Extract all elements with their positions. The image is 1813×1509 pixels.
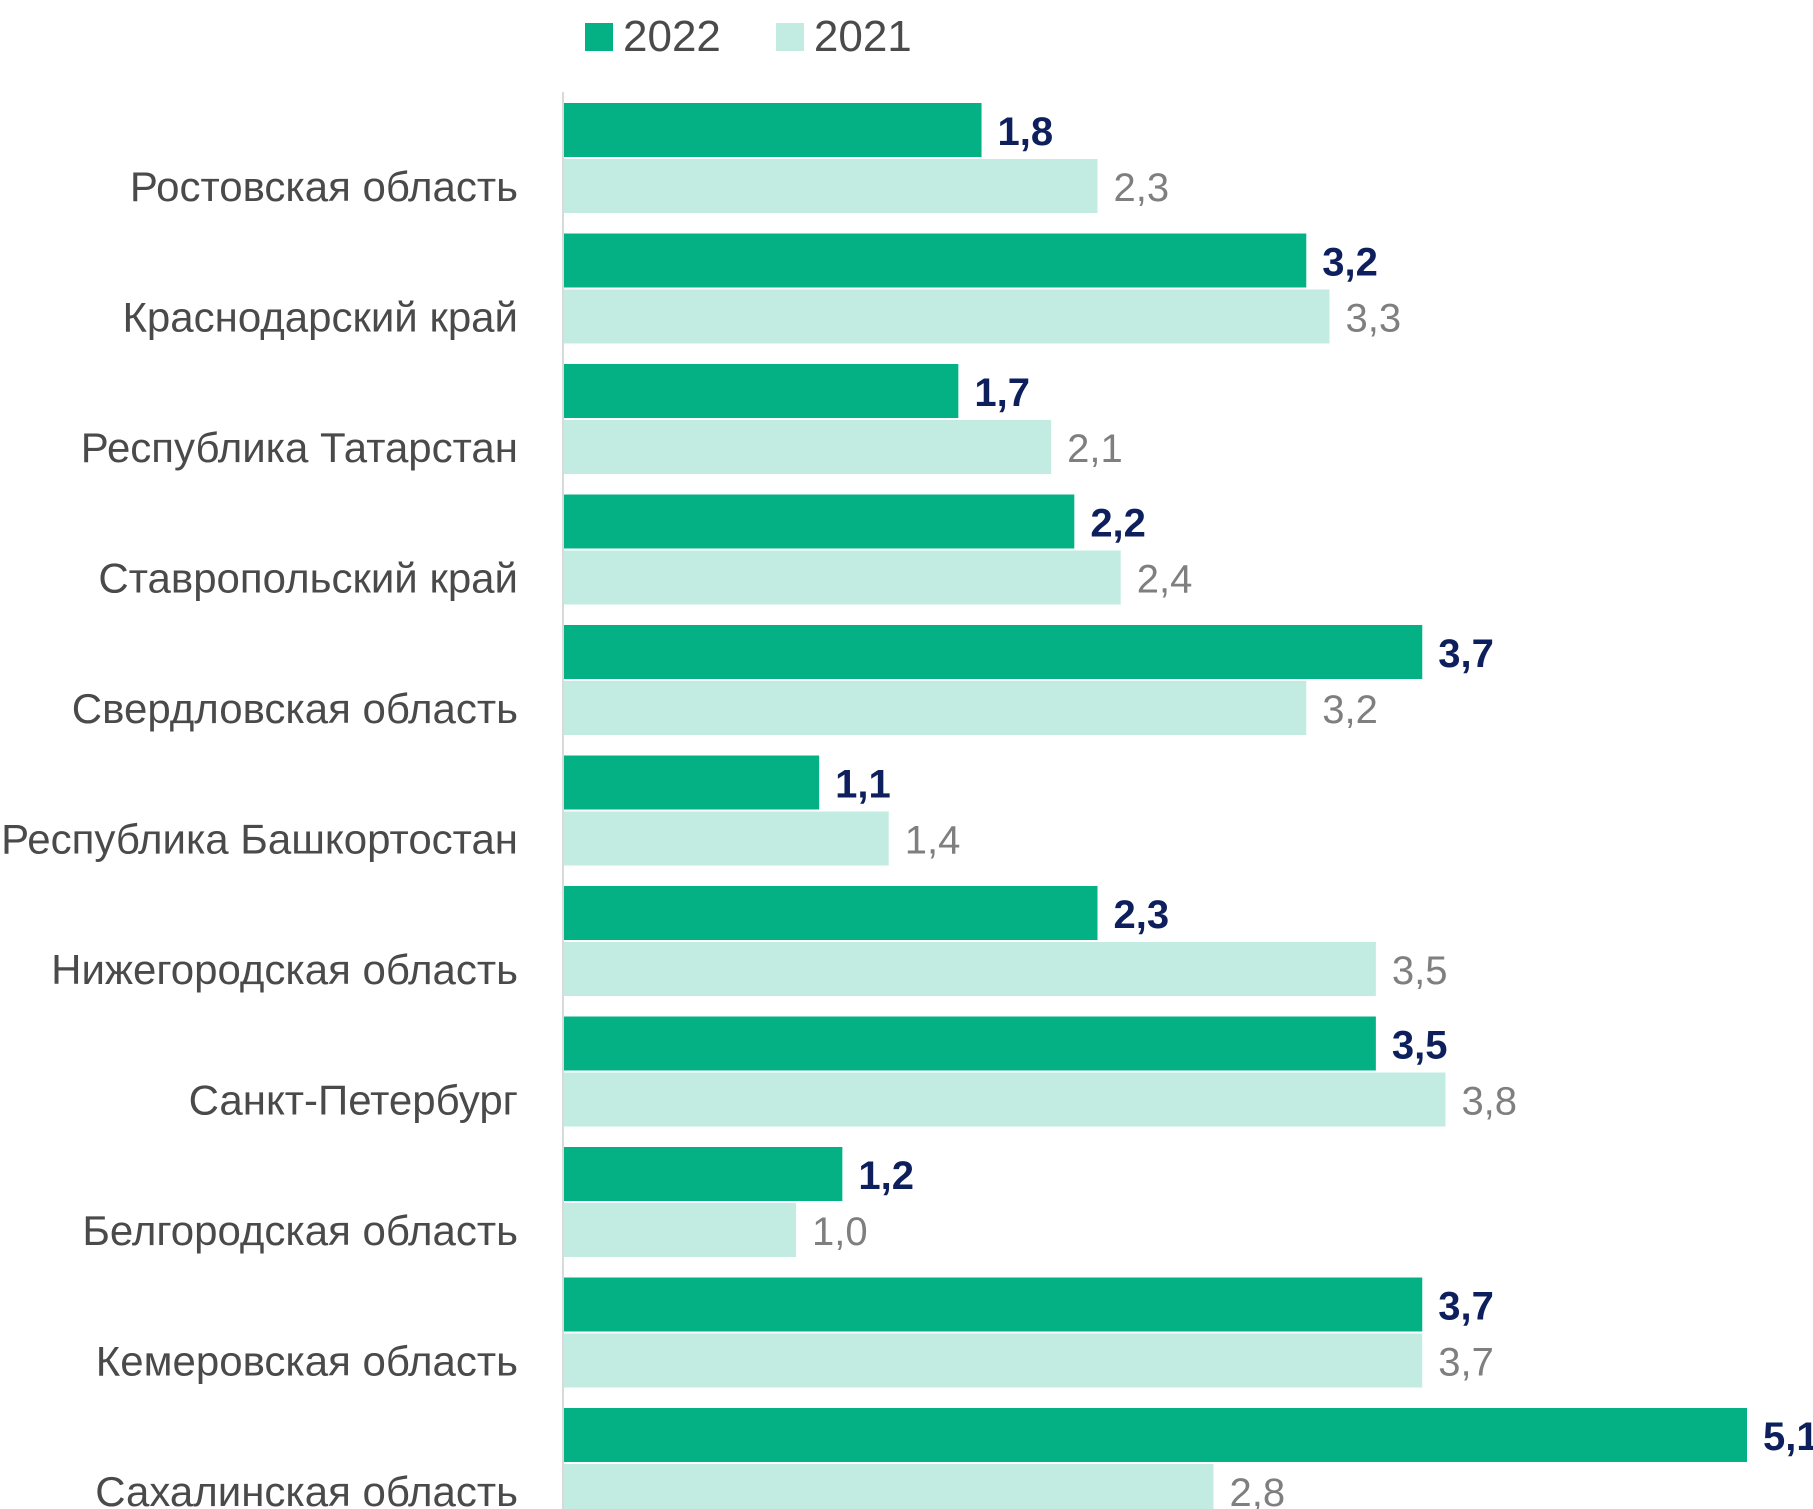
bar-2022: [564, 1016, 1376, 1071]
bar-2021: [564, 942, 1376, 996]
bar-2021: [564, 811, 889, 866]
bar-2022: [564, 1147, 843, 1201]
bar-2022: [564, 886, 1098, 940]
data-label-2021: 1,0: [812, 1210, 868, 1254]
data-label-2022: 1,2: [858, 1154, 914, 1198]
category-label: Нижегородская область: [51, 946, 518, 993]
category-label: Ставропольский край: [98, 555, 518, 602]
bar-2022: [564, 364, 959, 418]
legend-swatch-2022: [585, 23, 613, 51]
legend: 2022 2021: [585, 12, 912, 62]
data-label-2021: 2,1: [1067, 427, 1123, 471]
bar-2021: [564, 420, 1052, 474]
bar-2021: [564, 289, 1330, 344]
data-label-2022: 5,1: [1763, 1415, 1813, 1459]
bar-2022: [564, 103, 982, 157]
data-label-2021: 3,5: [1392, 949, 1448, 993]
data-label-2022: 1,1: [835, 763, 891, 807]
data-label-2021: 3,7: [1438, 1341, 1494, 1385]
bar-2022: [564, 1277, 1423, 1332]
data-label-2021: 3,8: [1461, 1080, 1517, 1124]
bar-2021: [564, 159, 1098, 213]
category-label: Белгородская область: [82, 1207, 518, 1254]
data-label-2021: 3,3: [1345, 297, 1401, 341]
bar-2022: [564, 1408, 1747, 1462]
data-label-2022: 3,7: [1438, 1285, 1494, 1329]
data-label-2021: 2,8: [1229, 1471, 1285, 1509]
data-label-2021: 2,3: [1114, 166, 1170, 210]
category-label: Республика Башкортостан: [1, 816, 518, 863]
bar-2022: [564, 233, 1307, 288]
bar-2021: [564, 1464, 1214, 1509]
data-label-2022: 3,7: [1438, 632, 1494, 676]
legend-item-2021: 2021: [775, 12, 912, 62]
bar-2021: [564, 550, 1121, 605]
data-label-2021: 3,2: [1322, 688, 1378, 732]
category-label: Кемеровская область: [96, 1338, 518, 1385]
category-label: Сахалинская область: [95, 1468, 518, 1509]
data-label-2021: 2,4: [1137, 558, 1193, 602]
legend-swatch-2021: [775, 23, 804, 51]
data-label-2022: 3,5: [1392, 1024, 1448, 1068]
data-label-2022: 1,7: [974, 371, 1030, 415]
category-label: Свердловская область: [72, 685, 518, 732]
bar-2021: [564, 681, 1307, 735]
bar-2022: [564, 625, 1423, 679]
legend-item-2022: 2022: [585, 12, 721, 62]
data-label-2022: 1,8: [998, 110, 1054, 154]
data-label-2022: 2,2: [1090, 502, 1146, 546]
data-label-2022: 2,3: [1114, 893, 1170, 937]
data-label-2022: 3,2: [1322, 241, 1378, 285]
legend-label-2021: 2021: [813, 12, 912, 61]
category-label: Ростовская область: [130, 163, 518, 210]
category-label: Краснодарский край: [122, 294, 518, 341]
data-label-2021: 1,4: [905, 819, 961, 863]
legend-label-2022: 2022: [623, 12, 721, 61]
bar-2022: [564, 755, 820, 810]
bar-2021: [564, 1072, 1446, 1127]
bar-2021: [564, 1203, 796, 1257]
category-label: Республика Татарстан: [81, 424, 518, 471]
bar-2021: [564, 1333, 1423, 1388]
bar-2022: [564, 494, 1075, 549]
category-label: Санкт-Петербург: [189, 1077, 518, 1124]
